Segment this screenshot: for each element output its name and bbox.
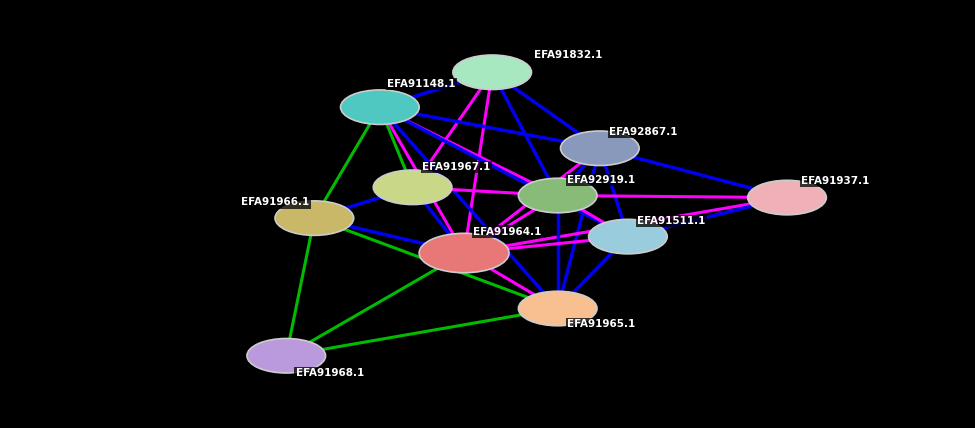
Circle shape bbox=[519, 291, 597, 326]
Text: EFA92867.1: EFA92867.1 bbox=[609, 127, 678, 137]
Text: EFA91966.1: EFA91966.1 bbox=[242, 197, 310, 208]
Circle shape bbox=[589, 219, 667, 254]
Text: EFA91968.1: EFA91968.1 bbox=[295, 368, 364, 378]
Circle shape bbox=[275, 201, 354, 235]
Text: EFA91832.1: EFA91832.1 bbox=[534, 50, 603, 60]
Circle shape bbox=[340, 90, 419, 125]
Text: EFA91148.1: EFA91148.1 bbox=[387, 79, 456, 89]
Circle shape bbox=[452, 55, 531, 89]
Circle shape bbox=[419, 233, 509, 273]
Circle shape bbox=[519, 178, 597, 213]
Text: EFA91964.1: EFA91964.1 bbox=[474, 226, 542, 237]
Text: EFA91937.1: EFA91937.1 bbox=[801, 176, 870, 186]
Circle shape bbox=[247, 339, 326, 373]
Circle shape bbox=[561, 131, 640, 166]
Text: EFA91967.1: EFA91967.1 bbox=[422, 162, 490, 172]
Text: EFA92919.1: EFA92919.1 bbox=[567, 175, 635, 185]
Circle shape bbox=[748, 180, 827, 215]
Circle shape bbox=[373, 170, 452, 205]
Text: EFA91511.1: EFA91511.1 bbox=[638, 216, 706, 226]
Text: EFA91965.1: EFA91965.1 bbox=[567, 319, 636, 329]
